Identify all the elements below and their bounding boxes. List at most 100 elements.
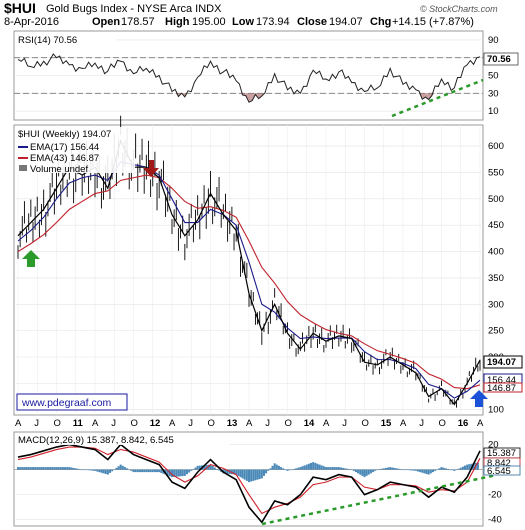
macd-hist-bar <box>119 464 122 470</box>
macd-hist-bar <box>361 469 364 476</box>
x-tick-label: J <box>265 418 270 429</box>
macd-hist-bar <box>34 467 37 470</box>
macd-hist-bar <box>113 469 116 471</box>
rsi-oversold-fill <box>18 93 480 103</box>
x-tick-label: J <box>188 418 193 429</box>
macd-tick-label: -20 <box>488 490 502 501</box>
x-tick-label: A <box>400 418 407 429</box>
macd-hist-bar <box>42 467 45 470</box>
macd-hist-bar <box>267 469 270 471</box>
macd-hist-bar <box>205 465 208 470</box>
rsi-trendline <box>391 78 484 118</box>
macd-hist-bar <box>314 462 317 470</box>
macd-hist-bar <box>123 467 126 470</box>
macd-hist-bar <box>275 464 278 470</box>
macd-hist-bar <box>203 465 206 470</box>
website-link[interactable]: www.pdegraaf.com <box>21 397 112 409</box>
macd-hist-bar <box>192 469 195 470</box>
macd-hist-bar <box>29 467 32 470</box>
macd-hist-bar <box>329 467 332 470</box>
macd-hist-bar <box>256 469 259 480</box>
macd-hist-bar <box>61 467 64 470</box>
macd-hist-bar <box>393 467 396 470</box>
macd-hist-bar <box>96 469 99 472</box>
x-tick-label: 14 <box>304 418 315 429</box>
rsi-tick-label: 30 <box>488 88 499 99</box>
macd-hist-bar <box>230 469 233 475</box>
macd-hist-bar <box>416 469 419 472</box>
macd-hist-bar <box>339 467 342 470</box>
macd-hist-bar <box>151 469 154 473</box>
close-tag <box>483 355 523 369</box>
macd-hist-bar <box>25 467 28 470</box>
macd-hist-bar <box>472 463 475 470</box>
sell-arrow-2011 <box>143 160 159 177</box>
macd-hist-bar <box>384 467 387 470</box>
x-tick-label: 13 <box>227 418 238 429</box>
macd-hist-bar <box>215 468 218 470</box>
macd-hist-bar <box>440 467 443 470</box>
macd-hist-bar <box>81 469 84 471</box>
macd-hist-bar <box>444 468 447 470</box>
macd-hist-bar <box>303 465 306 470</box>
macd-hist-bar <box>117 466 120 470</box>
macd-hist-bar <box>397 468 400 470</box>
macd-hist-bar <box>399 469 402 470</box>
hist-tag <box>483 465 521 476</box>
macd-hist-bar <box>434 469 437 471</box>
macd-hist-bar <box>438 468 441 470</box>
macd-hist-bar <box>431 469 434 473</box>
macd-hist-bar <box>412 469 415 471</box>
macd-hist-bar <box>98 469 101 473</box>
macd-label: MACD(12,26,9) 15.387, 8.842, 6.545 <box>18 435 174 446</box>
macd-hist-bar <box>427 469 430 475</box>
x-tick-label: J <box>111 418 116 429</box>
macd-hist-bar <box>376 469 379 471</box>
macd-hist-bar <box>134 469 137 473</box>
x-tick-label: 11 <box>73 418 84 429</box>
macd-panel: MACD(12,26,9) 15.387, 8.842, 6.545 200-2… <box>13 431 521 527</box>
macd-hist-bar <box>451 469 454 471</box>
macd-hist-bar <box>235 469 238 475</box>
website-box[interactable] <box>16 393 128 411</box>
macd-hist-bar <box>21 467 24 470</box>
macd-hist-bar <box>66 467 69 470</box>
macd-hist-bar <box>156 469 159 473</box>
macd-hist-bar <box>185 469 188 475</box>
macd-hist-bar <box>295 468 298 470</box>
macd-hist-bar <box>111 469 114 472</box>
macd-hist-bar <box>322 466 325 470</box>
chg-label: Chg <box>370 16 391 28</box>
macd-hist-bar <box>406 469 409 471</box>
signal-tag-value: 8.842 <box>487 458 511 469</box>
macd-hist-bar <box>132 469 135 473</box>
macd-hist-bar <box>147 469 150 473</box>
x-tick-label: A <box>323 418 330 429</box>
macd-hist-bar <box>352 469 355 471</box>
x-tick-label: J <box>342 418 347 429</box>
legend-volume: Volume undef <box>30 164 88 175</box>
macd-hist-bar <box>241 469 244 479</box>
macd-hist-bar <box>342 467 345 470</box>
macd-hist-bar <box>453 469 456 471</box>
macd-hist-bar <box>402 469 404 471</box>
macd-hist-bar <box>335 467 338 470</box>
macd-hist-bar <box>87 469 90 471</box>
close-value: 194.07 <box>329 16 363 28</box>
macd-hist-bar <box>79 469 82 470</box>
macd-hist-bar <box>53 467 56 470</box>
macd-hist-bar <box>108 469 111 473</box>
rsi-panel: RSI(14) 70.56 9070503010 70.56 <box>13 30 519 121</box>
macd-hist-bar <box>292 468 295 470</box>
x-tick-label: A <box>15 418 22 429</box>
x-tick-label: A <box>92 418 99 429</box>
macd-hist-bar <box>262 469 265 476</box>
macd-hist-bar <box>136 469 139 473</box>
macd-hist-bar <box>258 469 261 479</box>
macd-hist-bar <box>27 467 30 470</box>
buy-arrow-2016 <box>470 390 488 407</box>
macd-hist-bar <box>59 467 62 470</box>
macd-hist-bar <box>254 469 257 481</box>
macd-hist-bar <box>457 468 460 470</box>
macd-hist-bar <box>286 469 289 471</box>
